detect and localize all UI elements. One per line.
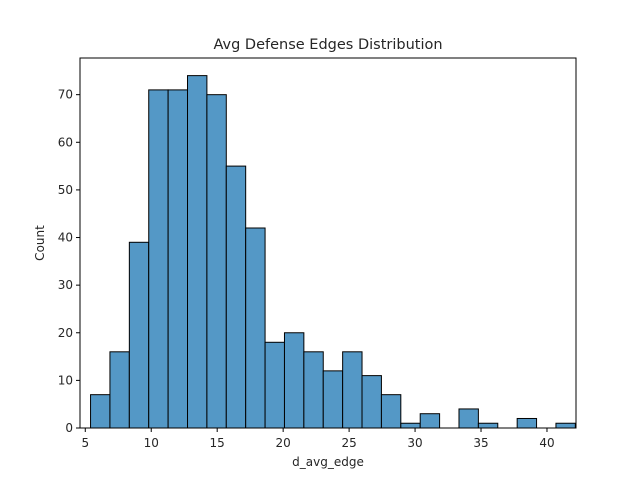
histogram-bar <box>400 422 421 429</box>
x-tick-label: 15 <box>210 436 225 450</box>
histogram-bar <box>128 241 150 429</box>
y-axis-label: Count <box>33 225 47 261</box>
histogram-bar <box>303 351 324 429</box>
x-tick-label: 30 <box>407 436 422 450</box>
histogram-bar <box>477 422 499 429</box>
histogram-bar <box>516 417 538 429</box>
y-tick-label: 0 <box>65 421 73 435</box>
plot-frame <box>79 57 577 429</box>
histogram-bar <box>206 94 227 429</box>
bars-group <box>90 75 576 429</box>
y-tick-label: 10 <box>58 373 73 387</box>
y-tick-label: 30 <box>58 278 73 292</box>
histogram-bar <box>187 75 208 429</box>
y-axis-ticks: 0 10 20 30 40 50 60 70 <box>58 88 80 435</box>
histogram-bar <box>419 413 441 429</box>
histogram-bar <box>109 351 130 429</box>
histogram-bar <box>380 394 402 429</box>
x-tick-label: 10 <box>144 436 159 450</box>
x-tick-label: 40 <box>539 436 554 450</box>
y-tick-label: 70 <box>58 88 73 102</box>
histogram-bar <box>322 370 344 429</box>
chart-title: Avg Defense Edges Distribution <box>213 37 442 53</box>
histogram-bar <box>90 394 111 429</box>
histogram-bar <box>148 89 169 429</box>
histogram-bar <box>167 89 189 429</box>
y-tick-label: 50 <box>58 183 73 197</box>
histogram-bar <box>283 332 305 429</box>
x-tick-label: 35 <box>473 436 488 450</box>
y-tick-label: 40 <box>58 231 73 245</box>
histogram-bar <box>555 422 576 429</box>
y-tick-label: 20 <box>58 326 73 340</box>
histogram-bar <box>264 341 285 429</box>
x-axis-ticks: 5 10 15 20 25 30 35 40 <box>81 428 555 450</box>
histogram-bar <box>361 375 382 429</box>
x-tick-label: 5 <box>81 436 89 450</box>
x-tick-label: 25 <box>341 436 356 450</box>
histogram-bar <box>342 351 363 429</box>
histogram-bar <box>458 408 479 429</box>
y-tick-label: 60 <box>58 135 73 149</box>
histogram-bar <box>225 165 247 429</box>
x-axis-label: d_avg_edge <box>292 455 364 469</box>
x-tick-label: 20 <box>276 436 291 450</box>
histogram-bar <box>245 227 266 429</box>
